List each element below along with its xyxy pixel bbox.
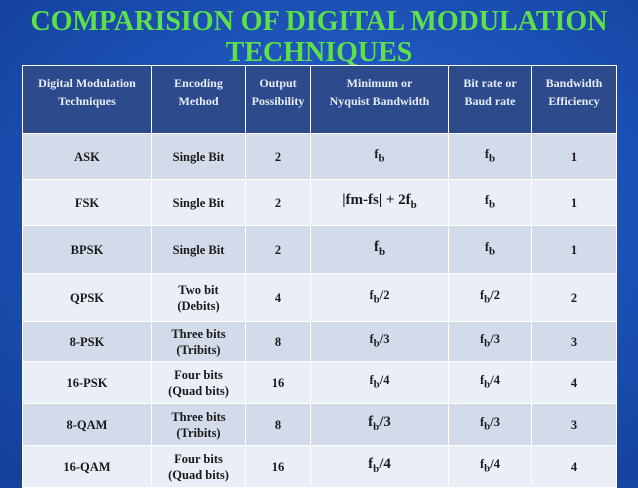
comparison-table: Digital Modulation Techniques Encoding Met…: [22, 65, 617, 488]
technique-cell: QPSK: [22, 273, 152, 322]
table-row: 16-QAM Four bits (Quad bits) 16 fb/4 fb/4…: [22, 445, 617, 488]
bandwidth-cell: fb: [310, 133, 449, 180]
slide-title-line-1: COMPARISION OF DIGITAL MODULATION: [30, 6, 608, 37]
table-row: 16-PSK Four bits (Quad bits) 16 fb/4 fb/4…: [22, 361, 617, 404]
technique-cell: 8-PSK: [22, 321, 152, 362]
bandwidth-cell: |fm-fs| + 2fb: [310, 179, 449, 226]
output-cell: 8: [245, 321, 311, 362]
efficiency-cell: 4: [531, 445, 617, 488]
encoding-cell: Three bits (Tribits): [151, 403, 246, 446]
header-technique: Digital Modulation Techniques: [22, 65, 152, 134]
efficiency-cell: 4: [531, 361, 617, 404]
technique-cell: 16-PSK: [22, 361, 152, 404]
header-row: Digital Modulation Techniques Encoding Met…: [22, 65, 617, 134]
table-row: BPSK Single Bit 2 fb fb 1: [22, 225, 617, 274]
output-cell: 4: [245, 273, 311, 322]
encoding-cell: Three bits (Tribits): [151, 321, 246, 362]
bandwidth-cell: fb/3: [310, 403, 449, 446]
efficiency-cell: 2: [531, 273, 617, 322]
output-cell: 16: [245, 445, 311, 488]
output-cell: 2: [245, 133, 311, 180]
output-cell: 2: [245, 225, 311, 274]
table-row: ASK Single Bit 2 fb fb 1: [22, 133, 617, 180]
efficiency-cell: 3: [531, 321, 617, 362]
table-row: 8-QAM Three bits (Tribits) 8 fb/3 fb/3 3: [22, 403, 617, 446]
header-bitrate: Bit rate or Baud rate: [448, 65, 532, 134]
header-efficiency: Bandwidth Efficiency: [531, 65, 617, 134]
bitrate-cell: fb/3: [448, 403, 532, 446]
slide-title: COMPARISION OF DIGITAL MODULATION TECHNI…: [0, 6, 638, 68]
slide-title-line-2: TECHNIQUES: [225, 37, 413, 68]
technique-cell: FSK: [22, 179, 152, 226]
efficiency-cell: 1: [531, 133, 617, 180]
efficiency-cell: 1: [531, 179, 617, 226]
bitrate-cell: fb: [448, 225, 532, 274]
efficiency-cell: 3: [531, 403, 617, 446]
encoding-cell: Four bits (Quad bits): [151, 445, 246, 488]
technique-cell: 16-QAM: [22, 445, 152, 488]
header-bandwidth: Minimum or Nyquist Bandwidth: [310, 65, 449, 134]
technique-cell: BPSK: [22, 225, 152, 274]
output-cell: 16: [245, 361, 311, 404]
bitrate-cell: fb/2: [448, 273, 532, 322]
output-cell: 8: [245, 403, 311, 446]
table-row: 8-PSK Three bits (Tribits) 8 fb/3 fb/3 3: [22, 321, 617, 362]
encoding-cell: Single Bit: [151, 179, 246, 226]
bandwidth-cell: fb/4: [310, 445, 449, 488]
technique-cell: 8-QAM: [22, 403, 152, 446]
encoding-cell: Four bits (Quad bits): [151, 361, 246, 404]
encoding-cell: Single Bit: [151, 225, 246, 274]
bitrate-cell: fb/3: [448, 321, 532, 362]
bandwidth-cell: fb/3: [310, 321, 449, 362]
table-row: QPSK Two bit (Debits) 4 fb/2 fb/2 2: [22, 273, 617, 322]
header-encoding: Encoding Method: [151, 65, 246, 134]
technique-cell: ASK: [22, 133, 152, 180]
efficiency-cell: 1: [531, 225, 617, 274]
bandwidth-cell: fb: [310, 225, 449, 274]
bandwidth-cell: fb/4: [310, 361, 449, 404]
bitrate-cell: fb: [448, 133, 532, 180]
encoding-cell: Single Bit: [151, 133, 246, 180]
bandwidth-cell: fb/2: [310, 273, 449, 322]
encoding-cell: Two bit (Debits): [151, 273, 246, 322]
bitrate-cell: fb/4: [448, 361, 532, 404]
bitrate-cell: fb: [448, 179, 532, 226]
output-cell: 2: [245, 179, 311, 226]
header-output: Output Possibility: [245, 65, 311, 134]
bitrate-cell: fb/4: [448, 445, 532, 488]
table-row: FSK Single Bit 2 |fm-fs| + 2fb fb 1: [22, 179, 617, 226]
